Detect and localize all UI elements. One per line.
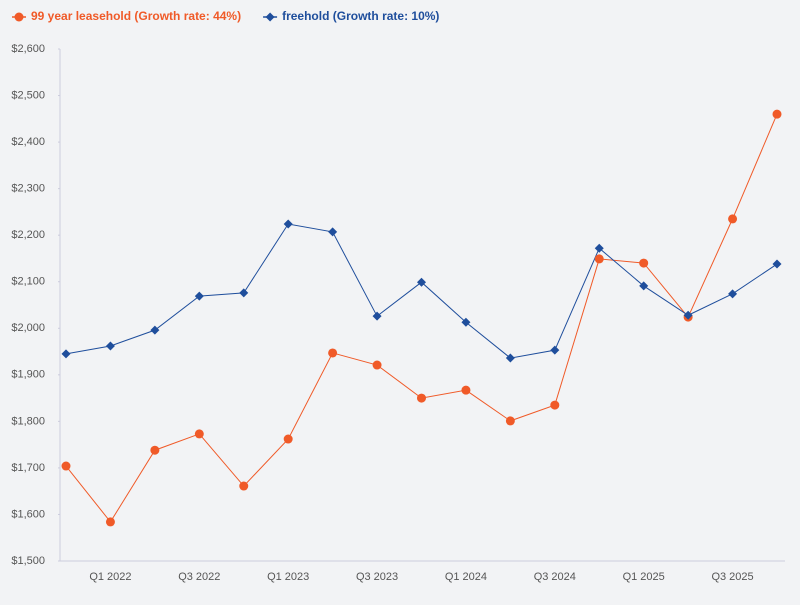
- data-point: [239, 288, 249, 298]
- data-point: [150, 325, 160, 335]
- y-tick-label: $2,400: [11, 136, 45, 148]
- y-tick-label: $2,300: [11, 183, 45, 195]
- data-point: [772, 259, 782, 269]
- data-point: [328, 348, 338, 358]
- data-point: [594, 254, 604, 264]
- x-tick-label: Q3 2025: [711, 571, 753, 583]
- y-tick-label: $1,700: [11, 462, 45, 474]
- legend: 99 year leasehold (Growth rate: 44%) free…: [12, 9, 439, 23]
- x-tick-label: Q3 2023: [356, 571, 398, 583]
- x-tick-label: Q1 2024: [445, 571, 487, 583]
- x-tick-label: Q3 2024: [534, 571, 576, 583]
- data-point: [239, 481, 249, 491]
- data-point: [461, 317, 471, 327]
- data-point: [417, 393, 426, 403]
- data-point: [772, 109, 782, 119]
- data-point: [639, 258, 649, 268]
- y-tick-label: $1,500: [11, 555, 45, 567]
- data-point: [328, 227, 338, 237]
- data-point: [639, 281, 649, 291]
- data-point: [61, 461, 71, 471]
- data-point: [728, 214, 738, 224]
- series-line: [65, 223, 778, 359]
- y-tick-label: $1,800: [11, 415, 45, 427]
- data-point: [417, 277, 426, 287]
- legend-label: 99 year leasehold (Growth rate: 44%): [31, 9, 241, 23]
- data-point: [61, 349, 71, 359]
- legend-label: freehold (Growth rate: 10%): [282, 9, 439, 23]
- x-tick-label: Q1 2025: [623, 571, 665, 583]
- data-point: [194, 291, 204, 301]
- data-point: [461, 385, 471, 395]
- x-tick-label: Q3 2022: [178, 571, 220, 583]
- data-point: [283, 219, 293, 229]
- data-point: [372, 311, 382, 321]
- data-point: [150, 445, 160, 455]
- y-tick-label: $2,500: [11, 89, 45, 101]
- y-tick-label: $2,100: [11, 276, 45, 288]
- data-point: [728, 289, 738, 299]
- data-point: [505, 353, 515, 363]
- y-tick-label: $2,200: [11, 229, 45, 241]
- legend-marker: [265, 12, 275, 22]
- data-point: [505, 416, 515, 426]
- series-line: [65, 113, 778, 523]
- legend-marker: [14, 12, 24, 22]
- y-tick-label: $1,900: [11, 369, 45, 381]
- data-point: [194, 429, 204, 439]
- x-tick-label: Q1 2022: [89, 571, 131, 583]
- data-point: [550, 345, 560, 355]
- y-tick-label: $2,600: [11, 43, 45, 55]
- data-point: [105, 517, 115, 527]
- x-tick-label: Q1 2023: [267, 571, 309, 583]
- y-tick-label: $2,000: [11, 322, 45, 334]
- y-tick-label: $1,600: [11, 508, 45, 520]
- data-point: [105, 341, 115, 351]
- data-point: [683, 310, 693, 320]
- data-point: [372, 360, 382, 370]
- data-point: [283, 434, 293, 444]
- data-point: [550, 400, 560, 410]
- data-point: [594, 243, 604, 253]
